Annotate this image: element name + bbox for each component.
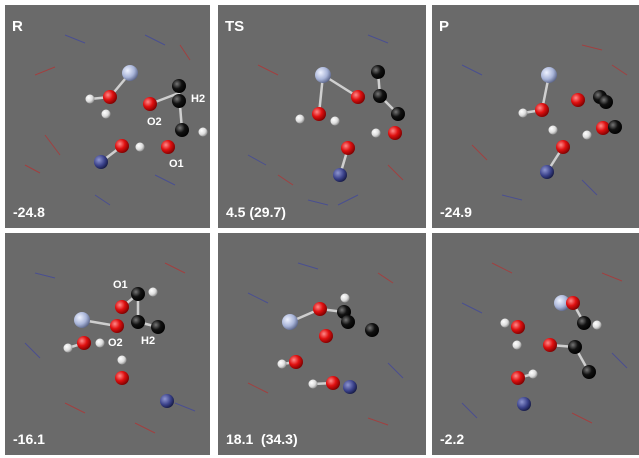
panel: P -24.9: [432, 5, 639, 228]
energy: 18.1 (34.3): [226, 431, 298, 447]
energy: -2.2: [440, 431, 464, 447]
panel-label: TS: [225, 18, 244, 35]
energy: 4.5 (29.7): [226, 204, 286, 220]
panel-label: R: [12, 18, 23, 35]
panel: O1 O2 H2 -16.1: [5, 233, 210, 455]
energy: -16.1: [13, 431, 45, 447]
panel-bg: [432, 233, 639, 455]
atom-label: O1: [169, 158, 184, 170]
energy: -24.9: [440, 204, 472, 220]
panel: 18.1 (34.3): [218, 233, 426, 455]
panel: R H2 O2 O1 -24.8: [5, 5, 210, 228]
panel-label: P: [439, 18, 449, 35]
figure: R H2 O2 O1 -24.8 TS 4.5 (29.7): [0, 0, 639, 458]
energy: -24.8: [13, 204, 45, 220]
atom-label: O2: [147, 116, 162, 128]
atom-label: O2: [108, 337, 123, 349]
atom-label: H2: [141, 335, 155, 347]
panel: TS 4.5 (29.7): [218, 5, 426, 228]
panel-bg: [218, 233, 426, 455]
atom-label: H2: [191, 93, 205, 105]
panel: -2.2: [432, 233, 639, 455]
panel-bg: [432, 5, 639, 228]
atom-label: O1: [113, 279, 128, 291]
